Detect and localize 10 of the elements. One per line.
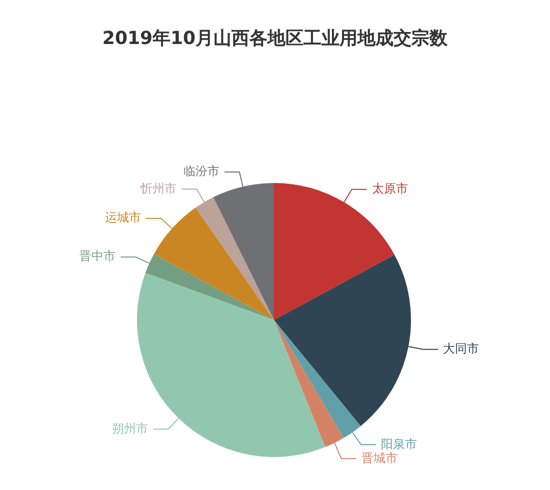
slice-label: 阳泉市: [381, 436, 418, 451]
slice-label: 晋城市: [361, 450, 398, 465]
slice-label: 大同市: [443, 342, 480, 356]
slice-label: 朔州市: [112, 421, 148, 436]
slice-label: 运城市: [104, 210, 141, 225]
slice-label: 晋中市: [80, 249, 116, 264]
chart-title: 2019年10月山西各地区工业用地成交宗数: [101, 27, 449, 50]
slice-label: 太原市: [372, 182, 408, 196]
slice-label: 忻州市: [140, 181, 177, 196]
slice-label: 临汾市: [183, 164, 220, 178]
